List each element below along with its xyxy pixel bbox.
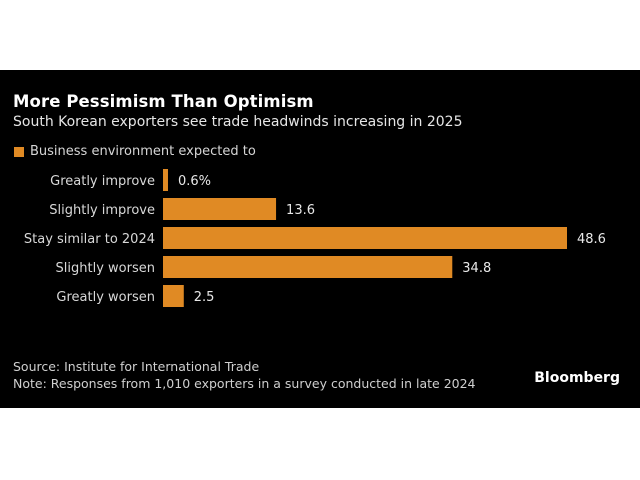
footer-notes: Source: Institute for International Trad…	[13, 358, 476, 392]
bar-chart: Greatly improve 0.6% Slightly improve 13.6 S…	[24, 169, 606, 307]
category-label: Slightly improve	[49, 203, 155, 218]
legend: Business environment expected to	[14, 144, 256, 159]
source-text: Source: Institute for International Trad…	[13, 359, 260, 374]
value-label: 2.5	[194, 290, 215, 305]
legend-label: Business environment expected to	[30, 144, 256, 159]
category-label: Greatly improve	[50, 174, 155, 189]
chart-title: More Pessimism Than Optimism	[13, 92, 314, 111]
value-label: 13.6	[286, 203, 315, 218]
bar	[163, 227, 567, 249]
legend-swatch	[14, 146, 24, 157]
category-label: Slightly worsen	[56, 261, 155, 276]
category-label: Stay similar to 2024	[24, 232, 155, 247]
note-text: Note: Responses from 1,010 exporters in …	[13, 376, 476, 391]
bloomberg-logo: Bloomberg	[534, 370, 620, 386]
bar	[163, 285, 184, 307]
chart-subtitle: South Korean exporters see trade headwin…	[13, 114, 463, 130]
bar	[163, 169, 168, 191]
chart-panel: More Pessimism Than Optimism South Korea…	[0, 70, 640, 408]
value-label: 34.8	[462, 261, 491, 276]
bar	[163, 198, 277, 220]
value-label: 48.6	[577, 232, 606, 247]
bar	[163, 256, 453, 278]
value-label: 0.6%	[178, 174, 211, 189]
category-label: Greatly worsen	[56, 290, 155, 305]
